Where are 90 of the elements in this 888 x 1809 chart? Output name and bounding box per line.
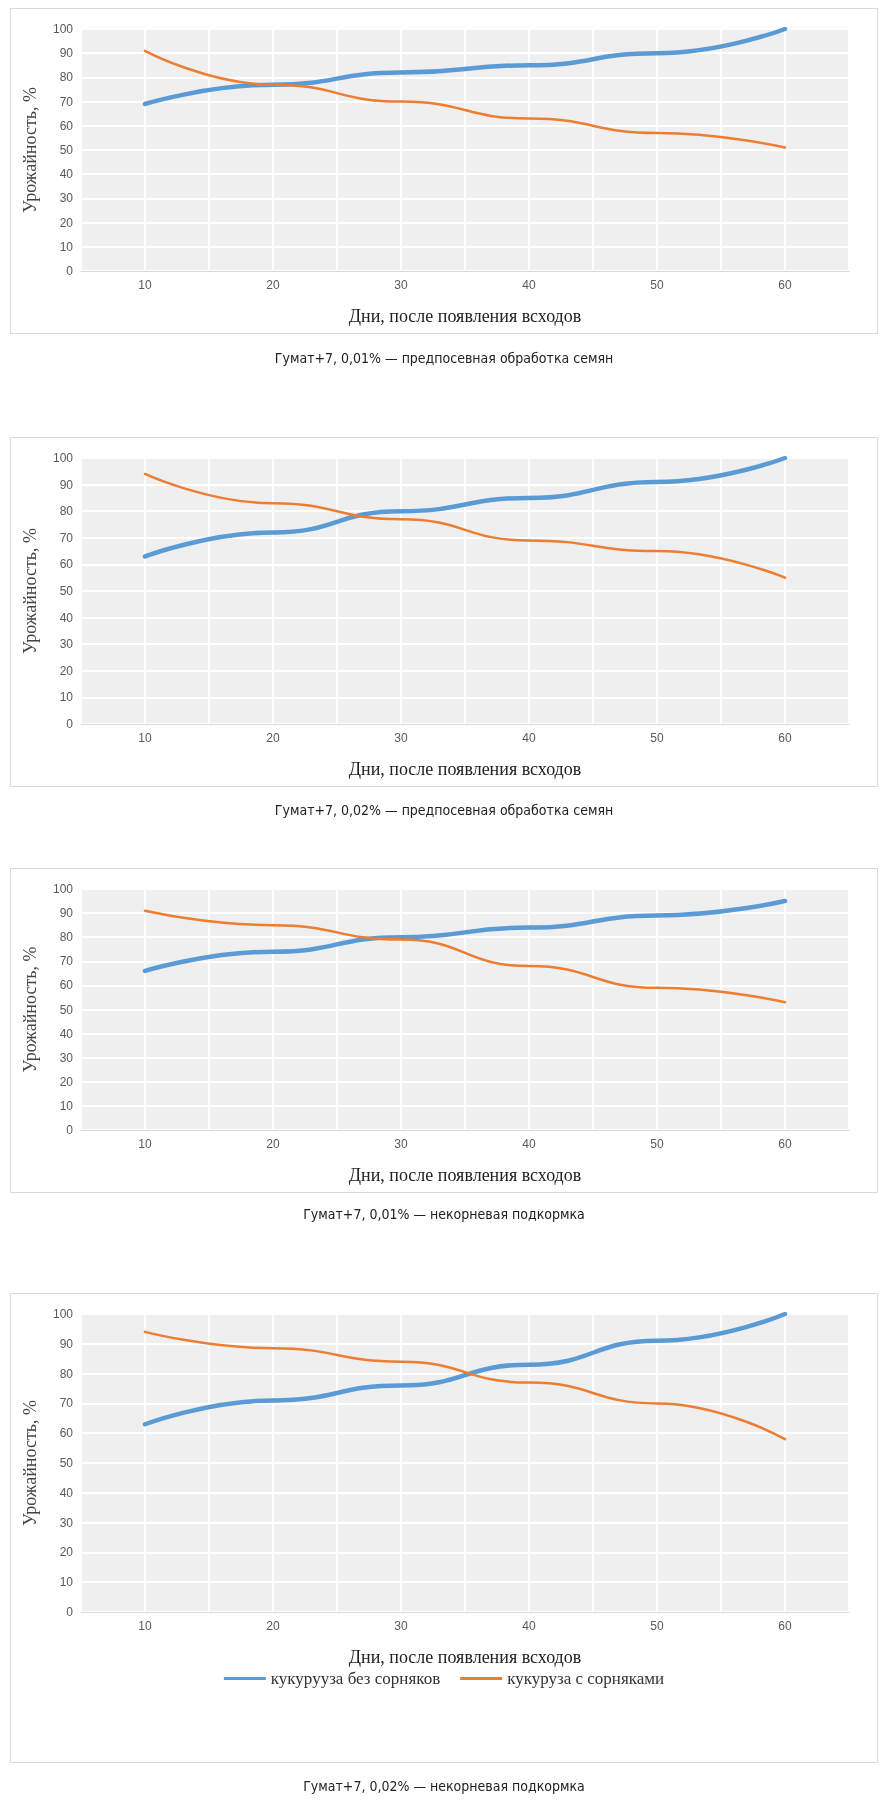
x-tick-label: 60	[778, 731, 792, 745]
x-axis-title: Дни, после появления всходов	[348, 1647, 582, 1667]
y-tick-label: 100	[52, 22, 74, 36]
x-tick-label: 60	[778, 1619, 792, 1633]
x-tick-label: 30	[394, 278, 408, 292]
y-tick-label: 50	[59, 1456, 74, 1470]
x-tick-label: 50	[650, 1619, 664, 1633]
text: Гумат+7, 0,02% — предпосевная обработка семян	[273, 802, 615, 818]
y-tick-label: 60	[59, 118, 74, 133]
y-tick-label: 10	[59, 1575, 74, 1590]
line-series	[143, 1330, 787, 1441]
y-tick-label: 60	[59, 978, 74, 993]
x-axis-title: Дни, после появления всходов	[348, 759, 582, 779]
x-tick-label: 30	[394, 1619, 408, 1633]
y-tick-label: 90	[59, 477, 74, 492]
y-tick-label: 60	[59, 1426, 74, 1441]
line-series	[143, 49, 787, 149]
y-tick-label: 20	[59, 1545, 74, 1560]
y-tick-label: 0	[66, 1605, 74, 1619]
x-tick-label: 20	[266, 1619, 280, 1633]
y-tick-label: 40	[59, 1026, 74, 1041]
y-tick-label: 0	[66, 264, 74, 278]
y-tick-label: 40	[59, 1485, 74, 1500]
y-tick-label: 90	[59, 1336, 74, 1351]
x-tick-label: 10	[138, 731, 152, 745]
legend-label: кукурууза без сорняков	[270, 1669, 441, 1688]
x-axis-title: Дни, после появления всходов	[348, 1165, 582, 1185]
y-tick-label: 100	[52, 1307, 74, 1321]
x-tick-label: 40	[522, 731, 536, 745]
y-tick-label: 40	[59, 610, 74, 625]
y-tick-label: 30	[59, 1050, 74, 1065]
y-tick-label: 60	[59, 557, 74, 572]
x-axis-title: Дни, после появления всходов	[348, 306, 582, 326]
y-tick-label: 70	[59, 1396, 74, 1411]
y-tick-label: 0	[66, 717, 74, 731]
y-axis-title: Урожайность, %	[20, 87, 40, 213]
x-tick-label: 20	[266, 731, 280, 745]
y-tick-label: 30	[59, 191, 74, 206]
line-series	[143, 909, 787, 1004]
line-series	[142, 1311, 788, 1427]
x-tick-label: 40	[522, 278, 536, 292]
y-tick-label: 10	[59, 1098, 74, 1113]
y-axis-title: Урожайность, %	[20, 946, 40, 1073]
x-tick-label: 10	[138, 1619, 152, 1633]
y-axis-title: Урожайность, %	[20, 528, 40, 654]
y-tick-label: 50	[59, 584, 74, 598]
x-tick-label: 30	[394, 731, 408, 745]
y-tick-label: 10	[59, 239, 74, 254]
y-tick-label: 80	[59, 930, 74, 945]
x-tick-label: 60	[778, 278, 792, 292]
y-tick-label: 20	[59, 663, 74, 678]
x-tick-label: 60	[778, 1137, 792, 1151]
y-tick-label: 100	[52, 451, 74, 465]
y-tick-label: 100	[52, 882, 74, 896]
y-tick-label: 20	[59, 1074, 74, 1089]
y-tick-label: 20	[59, 215, 74, 230]
line-series	[142, 898, 788, 974]
x-tick-label: 10	[138, 278, 152, 292]
y-tick-label: 50	[59, 143, 74, 157]
y-tick-label: 30	[59, 1515, 74, 1530]
y-tick-label: 70	[59, 954, 74, 969]
y-tick-label: 90	[59, 46, 74, 61]
y-tick-label: 30	[59, 637, 74, 652]
y-tick-label: 80	[59, 504, 74, 519]
y-tick-label: 50	[59, 1002, 74, 1017]
legend-label: кукуруза с сорняками	[507, 1669, 665, 1688]
x-tick-label: 40	[522, 1137, 536, 1151]
y-tick-label: 40	[59, 167, 74, 182]
x-tick-label: 20	[266, 278, 280, 292]
x-tick-label: 40	[522, 1619, 536, 1633]
y-tick-label: 70	[59, 94, 74, 109]
y-axis-title: Урожайность, %	[20, 1400, 40, 1526]
x-tick-label: 30	[394, 1137, 408, 1151]
line-series	[142, 26, 788, 107]
x-tick-label: 50	[650, 731, 664, 745]
y-tick-label: 10	[59, 690, 74, 705]
y-tick-label: 80	[59, 70, 74, 85]
x-tick-label: 20	[266, 1137, 280, 1151]
x-tick-label: 50	[650, 278, 664, 292]
text: Гумат+7, 0,01% — некорневая подкормка	[302, 1206, 586, 1222]
y-tick-label: 90	[59, 906, 74, 921]
text: Гумат+7, 0,02% — некорневая подкормка	[302, 1778, 586, 1794]
line-series	[143, 472, 787, 579]
x-tick-label: 50	[650, 1137, 664, 1151]
y-tick-label: 70	[59, 530, 74, 545]
text: Гумат+7, 0,01% — предпосевная обработка семян	[273, 350, 615, 366]
y-tick-label: 80	[59, 1366, 74, 1381]
y-tick-label: 0	[66, 1123, 74, 1137]
line-series	[142, 455, 788, 559]
x-tick-label: 10	[138, 1137, 152, 1151]
